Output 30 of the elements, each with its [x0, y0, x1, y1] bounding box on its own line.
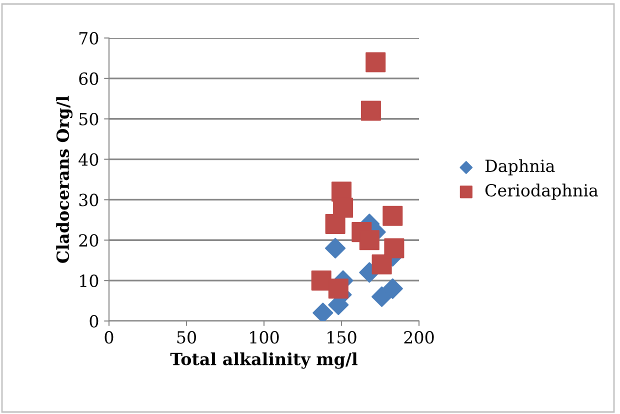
y-tick-label: 40 [78, 153, 98, 166]
point [328, 278, 348, 299]
y-tick-label: 70 [79, 32, 98, 45]
x-tick-label: 100 [250, 331, 279, 344]
point [359, 230, 380, 250]
legend-label: Daphnia [485, 159, 555, 176]
point [333, 198, 354, 218]
point [384, 238, 404, 258]
x-tick-label: 150 [328, 331, 356, 344]
x-axis-title: Total alkalinity mg/l [170, 352, 358, 369]
point [312, 302, 334, 321]
y-tick-label: 20 [79, 234, 98, 247]
x-tick-label: 0 [104, 331, 114, 344]
point [372, 254, 392, 274]
x-tick-label: 50 [177, 331, 196, 344]
legend-label: Ceriodaphnia [485, 184, 598, 200]
y-tick-label: 10 [80, 274, 98, 288]
y-tick-label: 0 [90, 314, 98, 328]
y-axis-title: Cladocerans Org/l [56, 96, 73, 263]
point [382, 278, 403, 299]
x-tick-label: 200 [404, 331, 434, 344]
y-tick-label: 50 [79, 112, 98, 126]
point [311, 270, 332, 291]
point [325, 238, 346, 258]
point [360, 100, 381, 121]
y-tick-label: 60 [79, 72, 98, 85]
point [382, 206, 403, 226]
point [366, 52, 386, 72]
point [372, 286, 392, 308]
y-tick-label: 30 [79, 194, 98, 206]
